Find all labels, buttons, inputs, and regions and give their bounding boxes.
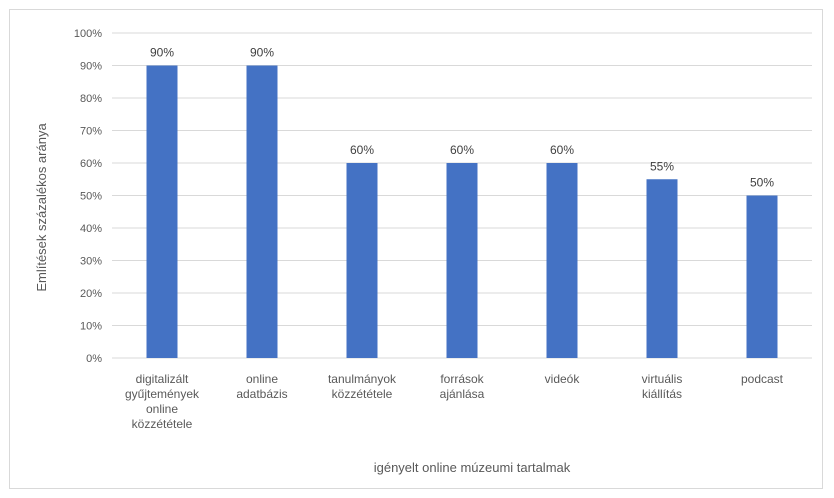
y-tick-label: 40% bbox=[80, 223, 102, 235]
x-tick-label: podcast bbox=[741, 372, 784, 386]
y-tick-label: 100% bbox=[74, 28, 102, 40]
y-tick-label: 90% bbox=[80, 61, 102, 73]
x-tick-label-line: kiállítás bbox=[642, 387, 682, 401]
data-label: 60% bbox=[550, 143, 574, 157]
y-tick-label: 70% bbox=[80, 126, 102, 138]
x-tick-label-line: online bbox=[146, 402, 178, 416]
bar bbox=[346, 163, 378, 358]
y-tick-label: 30% bbox=[80, 256, 102, 268]
y-tick-label: 0% bbox=[86, 353, 102, 365]
x-tick-label-line: ajánlása bbox=[440, 387, 485, 401]
x-tick-label-line: podcast bbox=[741, 372, 784, 386]
x-tick-label-line: tanulmányok bbox=[328, 372, 397, 386]
x-tick-label-line: források bbox=[440, 372, 484, 386]
x-tick-label-line: gyűjtemények bbox=[125, 387, 200, 401]
x-tick-label: virtuális kiállítás bbox=[642, 372, 683, 401]
data-label: 90% bbox=[250, 46, 274, 60]
y-tick-label: 50% bbox=[80, 191, 102, 203]
bar bbox=[546, 163, 578, 358]
y-tick-label: 20% bbox=[80, 288, 102, 300]
x-tick-label: digitalizált gyűjtemények online közzététel… bbox=[125, 372, 200, 431]
data-label: 90% bbox=[150, 46, 174, 60]
y-tick-label: 10% bbox=[80, 321, 102, 333]
x-tick-label-line: adatbázis bbox=[236, 387, 287, 401]
x-tick-label: videók bbox=[545, 372, 581, 386]
x-tick-label-line: közzététele bbox=[332, 387, 393, 401]
x-tick-label-line: közzététele bbox=[132, 417, 193, 431]
data-label: 55% bbox=[650, 159, 674, 173]
x-tick-label: források ajánlása bbox=[440, 372, 485, 401]
y-axis-title: Említések százalékos aránya bbox=[34, 123, 49, 292]
bar bbox=[446, 163, 478, 358]
x-tick-label: tanulmányok közzététele bbox=[328, 372, 397, 401]
x-tick-label-line: digitalizált bbox=[136, 372, 189, 386]
x-tick-label-line: online bbox=[246, 372, 278, 386]
x-axis-title: igényelt online múzeumi tartalmak bbox=[374, 460, 571, 475]
x-tick-label-line: virtuális bbox=[642, 372, 683, 386]
data-label: 60% bbox=[450, 143, 474, 157]
bar bbox=[746, 195, 778, 358]
bar bbox=[646, 179, 678, 358]
bar bbox=[146, 65, 178, 358]
data-label: 50% bbox=[750, 176, 774, 190]
x-tick-label: online adatbázis bbox=[236, 372, 287, 401]
y-tick-label: 60% bbox=[80, 158, 102, 170]
bar bbox=[246, 65, 278, 358]
y-tick-label: 80% bbox=[80, 93, 102, 105]
chart-frame bbox=[9, 9, 823, 489]
data-label: 60% bbox=[350, 143, 374, 157]
x-tick-label-line: videók bbox=[545, 372, 581, 386]
